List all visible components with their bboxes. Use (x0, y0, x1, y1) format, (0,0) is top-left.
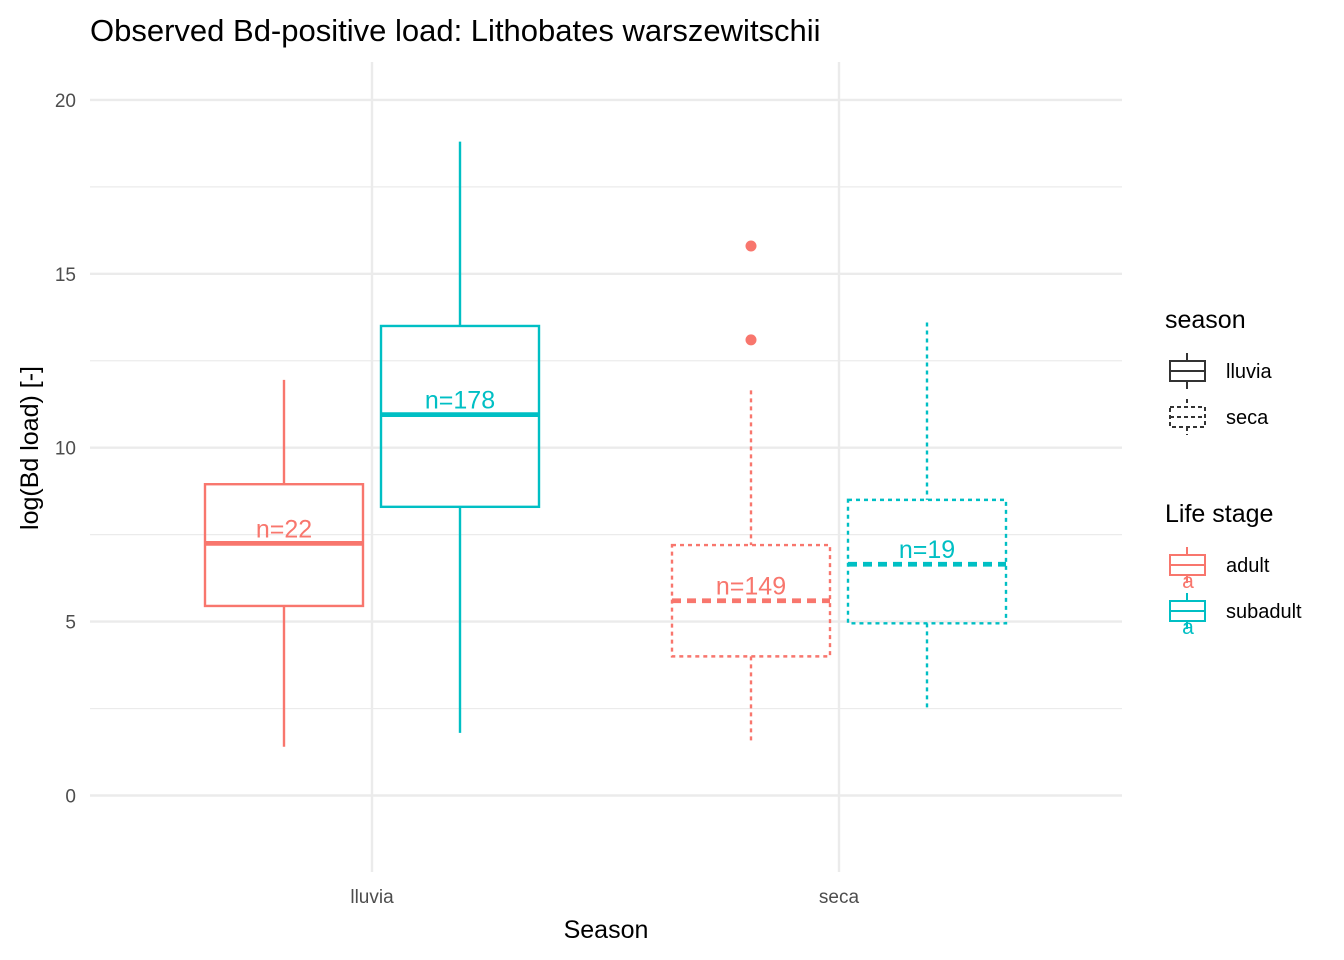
boxplots (203, 141, 1008, 747)
y-tick-label: 10 (55, 439, 76, 460)
legend-label-adult: adult (1226, 555, 1270, 577)
count-label: n=22 (256, 515, 312, 543)
legend-key-subadult: a (1169, 593, 1206, 639)
y-tick-label: 20 (55, 91, 76, 112)
legend-key-adult: a (1169, 547, 1206, 593)
count-labels: n=22 n=178 n=149 n=19 (256, 387, 955, 601)
boxplot-adult-lluvia (203, 379, 365, 747)
outlier-point (745, 334, 757, 346)
legend-label-lluvia: lluvia (1226, 361, 1272, 383)
y-tick-label: 15 (55, 265, 76, 286)
count-label: n=19 (899, 536, 955, 564)
legend-label-seca: seca (1226, 407, 1269, 429)
x-tick-label: lluvia (350, 887, 394, 908)
count-label: n=149 (716, 573, 786, 601)
legend-title-season: season (1165, 306, 1246, 334)
legend-key-glyph: a (1182, 570, 1194, 593)
boxplot-adult-seca (670, 240, 832, 742)
y-tick-label: 0 (65, 787, 76, 808)
boxplot-subadult-lluvia (379, 141, 541, 733)
x-tick-label: seca (819, 887, 860, 908)
legend-title-life-stage: Life stage (1165, 500, 1273, 528)
y-axis-title: log(Bd load) [-] (16, 366, 44, 530)
legend-key-seca (1169, 399, 1206, 435)
y-tick-label: 5 (65, 613, 76, 634)
count-label: n=178 (425, 387, 495, 415)
outlier-point (745, 240, 757, 252)
box-iqr (846, 498, 1008, 625)
legend-key-glyph: a (1182, 616, 1194, 639)
grid (90, 62, 1122, 872)
legend: season lluvia seca Life stage a adult a subadul… (1165, 306, 1302, 639)
boxplot-subadult-seca (846, 322, 1008, 709)
axes: 0 5 10 15 20 lluvia seca (55, 91, 860, 908)
x-axis-title: Season (564, 916, 649, 944)
legend-key-lluvia (1169, 353, 1206, 389)
legend-label-subadult: subadult (1226, 601, 1302, 623)
chart-title: Observed Bd-positive load: Lithobates wa… (90, 13, 821, 48)
